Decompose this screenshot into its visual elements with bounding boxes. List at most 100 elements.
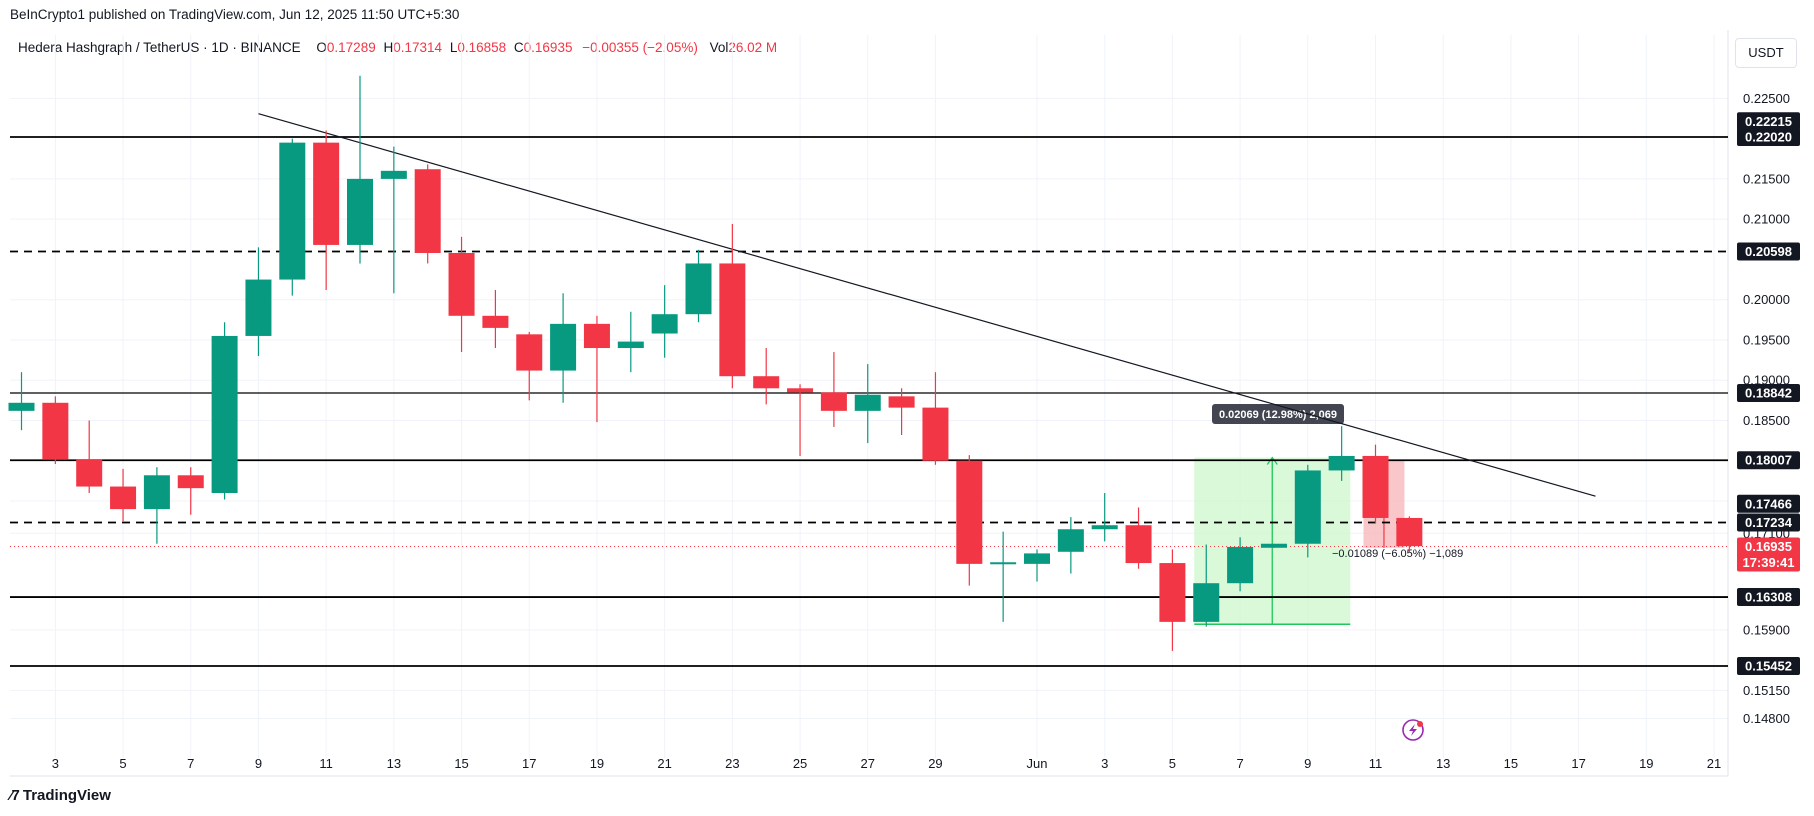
- candle[interactable]: [313, 130, 340, 291]
- level-tag: 0.18007: [1745, 453, 1792, 468]
- candle[interactable]: [143, 467, 170, 544]
- level-tag-box: [1737, 513, 1800, 532]
- candle[interactable]: [1193, 544, 1220, 627]
- low-value: 0.16858: [457, 40, 507, 55]
- candle[interactable]: [347, 75, 373, 264]
- trendline[interactable]: [258, 113, 1596, 497]
- candle[interactable]: [448, 236, 475, 353]
- candle[interactable]: [685, 249, 712, 323]
- x-tick-label: 23: [725, 756, 739, 771]
- x-tick-label: 29: [928, 756, 942, 771]
- level-tag-box: [1737, 657, 1800, 675]
- x-tick-label: 15: [454, 756, 468, 771]
- x-tick-label: 13: [387, 756, 401, 771]
- candle-body: [110, 486, 137, 510]
- candle-body: [719, 263, 746, 377]
- low-key: L: [449, 40, 458, 55]
- currency-selector[interactable]: USDT: [1735, 38, 1797, 68]
- candle[interactable]: [787, 384, 814, 456]
- candle-body: [76, 459, 103, 487]
- level-tag-box: [1737, 451, 1800, 470]
- candle-body: [245, 279, 272, 336]
- candle-body: [550, 323, 577, 371]
- candle[interactable]: [245, 247, 272, 357]
- candle[interactable]: [1227, 537, 1254, 592]
- trendline-layer: [258, 113, 1596, 497]
- lightning-icon[interactable]: [1402, 719, 1424, 741]
- y-tick-label: 0.15150: [1743, 683, 1790, 698]
- measure-ranges: 0.02069 (12.98%) 2,069 −0.01089 (−6.05%) …: [1194, 404, 1463, 626]
- price-axis: 0.225000.215000.210000.200000.195000.190…: [1743, 91, 1790, 726]
- candle[interactable]: [651, 285, 678, 358]
- candle[interactable]: [177, 467, 204, 515]
- candle[interactable]: [1125, 507, 1152, 569]
- candle[interactable]: [990, 531, 1017, 622]
- candle[interactable]: [414, 164, 441, 264]
- level-tag: 0.16308: [1745, 590, 1792, 605]
- candle[interactable]: [8, 372, 35, 431]
- x-tick-label: 5: [119, 756, 126, 771]
- level-tag: 0.18842: [1745, 385, 1792, 400]
- candle[interactable]: [1159, 549, 1186, 651]
- candle[interactable]: [854, 364, 881, 444]
- candle-body: [448, 252, 475, 316]
- candle[interactable]: [550, 293, 577, 403]
- x-tick-label: 15: [1504, 756, 1518, 771]
- candle-body: [1227, 546, 1254, 584]
- candle[interactable]: [482, 290, 509, 349]
- level-tag: 0.15452: [1745, 659, 1792, 674]
- candle[interactable]: [211, 322, 238, 500]
- candle-body: [380, 170, 407, 179]
- candle[interactable]: [1260, 543, 1287, 548]
- candle[interactable]: [1362, 444, 1389, 524]
- candle[interactable]: [1091, 492, 1118, 542]
- candle[interactable]: [888, 388, 915, 436]
- level-tag-box: [1737, 588, 1800, 607]
- x-tick-label: 21: [657, 756, 671, 771]
- candle[interactable]: [516, 331, 543, 401]
- candle[interactable]: [42, 396, 69, 465]
- candle[interactable]: [719, 223, 746, 389]
- level-tag-box: [1737, 242, 1800, 261]
- candle-body: [347, 178, 373, 245]
- y-tick-label: 0.21000: [1743, 212, 1790, 227]
- candle-body: [583, 323, 610, 349]
- candle[interactable]: [820, 352, 847, 427]
- horizontal-levels: [10, 136, 1728, 667]
- candle[interactable]: [76, 420, 103, 493]
- x-tick-label: 17: [522, 756, 536, 771]
- x-tick-label: 19: [1639, 756, 1653, 771]
- candle[interactable]: [1396, 516, 1423, 553]
- candle[interactable]: [279, 138, 306, 296]
- time-axis: 3 5 7 9 11 13 15 17 19 21 23 25 27 29 Jun 3 5 7 9 11 13 15 17 1…: [52, 756, 1722, 771]
- candle-body: [787, 388, 814, 393]
- x-tick-label: 13: [1436, 756, 1450, 771]
- candle[interactable]: [617, 311, 644, 373]
- candle-body: [8, 402, 35, 411]
- candle[interactable]: [753, 348, 780, 405]
- x-tick-label: 25: [793, 756, 807, 771]
- candle[interactable]: [1024, 549, 1050, 582]
- range-down-label: −0.01089 (−6.05%) −1,089: [1332, 548, 1463, 560]
- candle[interactable]: [956, 455, 983, 586]
- candle-body: [414, 169, 441, 253]
- candle-body: [1260, 543, 1287, 548]
- price-tag: 0.17466: [1745, 496, 1792, 511]
- candle[interactable]: [922, 372, 949, 465]
- range-up-label: 0.02069 (12.98%) 2,069: [1219, 409, 1337, 421]
- x-tick-label: 19: [590, 756, 604, 771]
- candle[interactable]: [583, 315, 610, 423]
- x-tick-label: 9: [1304, 756, 1311, 771]
- candle-body: [1362, 455, 1389, 518]
- x-tick-label: 11: [1369, 756, 1383, 771]
- candle[interactable]: [1294, 464, 1321, 558]
- y-tick-label: 0.20000: [1743, 292, 1790, 307]
- x-tick-label: 17: [1571, 756, 1585, 771]
- candle[interactable]: [110, 468, 137, 522]
- candle-body: [956, 460, 983, 564]
- candle[interactable]: [1328, 426, 1355, 481]
- price-tag: 0.22215: [1745, 114, 1792, 129]
- candle[interactable]: [1057, 517, 1084, 574]
- candle[interactable]: [380, 146, 407, 294]
